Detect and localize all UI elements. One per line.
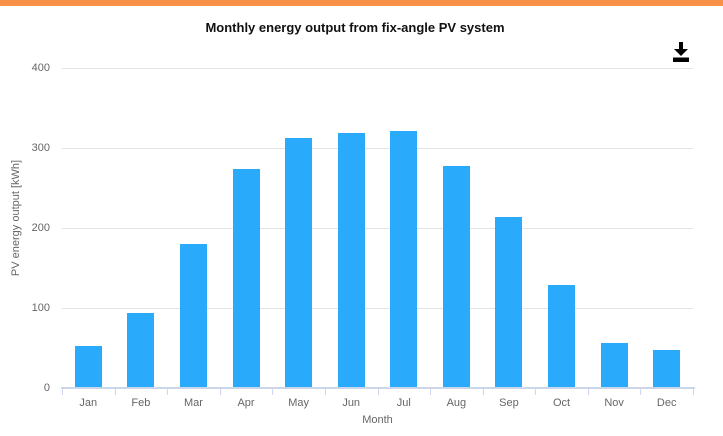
y-axis-title: PV energy output [kWh] — [10, 159, 22, 277]
x-tick-label-oct: Oct — [552, 397, 571, 409]
top-accent-bar — [0, 0, 723, 6]
x-axis-tick-8 — [482, 389, 484, 395]
x-tick-label-aug: Aug — [446, 397, 467, 409]
x-tick-label-jan: Jan — [79, 397, 98, 409]
y-tick-label-0: 0 — [43, 381, 50, 394]
bar-may[interactable] — [285, 138, 313, 388]
bar-mar[interactable] — [179, 244, 207, 388]
bar-oct[interactable] — [548, 284, 576, 388]
x-axis-title: Month — [362, 414, 393, 426]
x-axis-tick-12 — [693, 389, 694, 395]
y-tick-label-200: 200 — [31, 221, 50, 234]
bar-dec[interactable] — [653, 350, 681, 388]
x-tick-label-jun: Jun — [342, 397, 361, 409]
y-gridline-200 — [62, 227, 693, 229]
y-gridline-400 — [62, 67, 693, 69]
x-tick-label-nov: Nov — [604, 397, 624, 409]
y-tick-label-100: 100 — [31, 301, 50, 314]
bar-jul[interactable] — [390, 131, 418, 388]
x-axis-tick-10 — [587, 389, 589, 395]
bar-aug[interactable] — [442, 165, 470, 388]
y-gridline-100 — [62, 307, 693, 309]
x-tick-label-apr: Apr — [237, 397, 255, 409]
x-axis-tick-2 — [167, 389, 169, 395]
chart-title: Monthly energy output from fix-angle PV … — [205, 19, 505, 35]
y-gridline-300 — [62, 147, 693, 149]
y-tick-label-400: 400 — [31, 61, 50, 74]
x-axis-tick-3 — [219, 389, 221, 395]
bar-apr[interactable] — [232, 168, 260, 388]
bar-nov[interactable] — [600, 343, 628, 388]
bar-jan[interactable] — [74, 345, 102, 388]
download-icon — [673, 41, 689, 62]
x-axis-tick-6 — [377, 389, 379, 395]
bar-sep[interactable] — [495, 216, 523, 388]
x-tick-label-jul: Jul — [396, 397, 411, 409]
x-tick-label-mar: Mar — [183, 397, 203, 409]
bar-feb[interactable] — [127, 312, 155, 388]
x-axis-tick-7 — [430, 389, 432, 395]
x-tick-label-feb: Feb — [131, 397, 151, 409]
x-tick-label-may: May — [288, 397, 309, 409]
x-tick-label-dec: Dec — [656, 397, 677, 409]
x-axis-tick-0 — [62, 389, 63, 395]
download-button[interactable] — [667, 39, 695, 65]
x-axis-tick-4 — [272, 389, 274, 395]
x-axis-tick-11 — [640, 389, 642, 395]
y-tick-label-300: 300 — [31, 141, 50, 154]
x-axis-tick-9 — [535, 389, 537, 395]
x-tick-label-sep: Sep — [499, 397, 519, 409]
bar-jun[interactable] — [337, 132, 365, 388]
x-axis-line — [61, 387, 695, 389]
x-axis-tick-5 — [324, 389, 326, 395]
x-axis-tick-1 — [114, 389, 116, 395]
